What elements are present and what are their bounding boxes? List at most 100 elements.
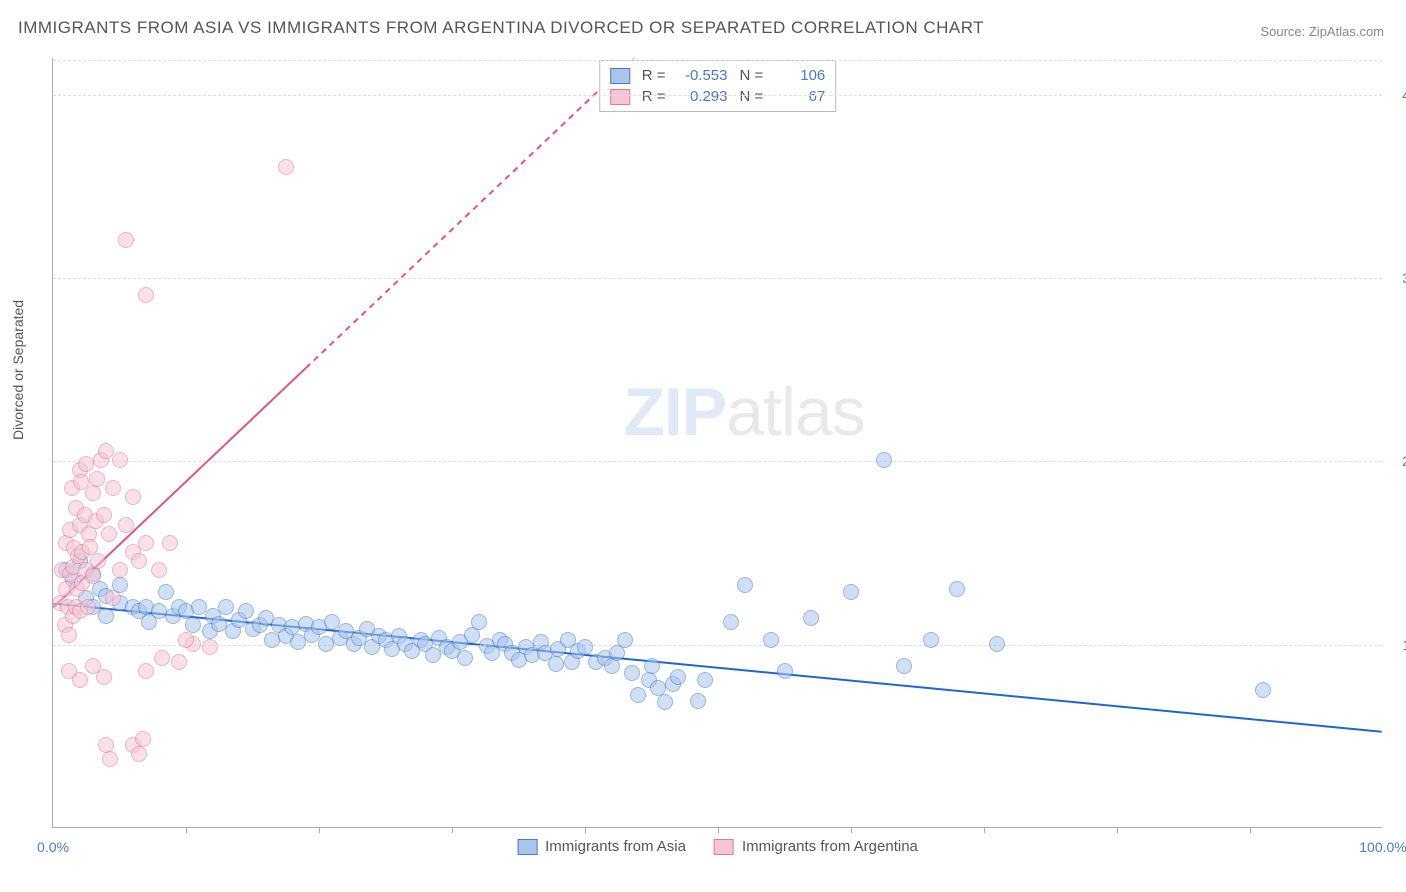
data-point xyxy=(82,539,98,555)
legend-label: Immigrants from Argentina xyxy=(742,838,918,855)
data-point xyxy=(78,456,94,472)
data-point xyxy=(670,669,686,685)
data-point xyxy=(90,553,106,569)
legend-swatch xyxy=(714,839,734,855)
data-point xyxy=(471,614,487,630)
data-point xyxy=(949,581,965,597)
data-point xyxy=(843,584,859,600)
data-point xyxy=(238,603,254,619)
gridline xyxy=(53,95,1382,96)
x-minor-tick xyxy=(1250,827,1251,833)
x-minor-tick xyxy=(452,827,453,833)
chart-container: IMMIGRANTS FROM ASIA VS IMMIGRANTS FROM … xyxy=(0,0,1406,892)
data-point xyxy=(278,159,294,175)
data-point xyxy=(1255,682,1271,698)
x-minor-tick xyxy=(984,827,985,833)
data-point xyxy=(630,687,646,703)
data-point xyxy=(657,694,673,710)
data-point xyxy=(803,610,819,626)
y-axis-label: Divorced or Separated xyxy=(10,300,26,440)
watermark: ZIPatlas xyxy=(623,373,864,451)
legend-n-value: 67 xyxy=(775,88,825,105)
source-label: Source: ZipAtlas.com xyxy=(1260,24,1384,39)
x-minor-tick xyxy=(851,827,852,833)
data-point xyxy=(96,669,112,685)
data-point xyxy=(624,665,640,681)
data-point xyxy=(125,489,141,505)
data-point xyxy=(118,232,134,248)
data-point xyxy=(72,672,88,688)
data-point xyxy=(131,746,147,762)
legend-r-value: -0.553 xyxy=(678,67,728,84)
data-point xyxy=(96,507,112,523)
legend-item: Immigrants from Argentina xyxy=(714,838,918,855)
data-point xyxy=(105,480,121,496)
data-point xyxy=(138,535,154,551)
x-tick-label: 0.0% xyxy=(37,839,69,855)
legend-series: Immigrants from Asia Immigrants from Arge… xyxy=(517,838,918,855)
gridline xyxy=(53,60,1382,61)
data-point xyxy=(89,471,105,487)
data-point xyxy=(896,658,912,674)
data-point xyxy=(151,562,167,578)
legend-row: R =-0.553N =106 xyxy=(610,65,826,86)
x-minor-tick xyxy=(585,827,586,833)
data-point xyxy=(617,632,633,648)
data-point xyxy=(989,636,1005,652)
data-point xyxy=(185,617,201,633)
data-point xyxy=(105,590,121,606)
y-tick-label: 10.0% xyxy=(1387,637,1406,653)
data-point xyxy=(171,654,187,670)
data-point xyxy=(644,658,660,674)
legend-r-label: R = xyxy=(642,67,666,84)
trend-lines xyxy=(53,58,1382,827)
gridline xyxy=(53,461,1382,462)
data-point xyxy=(723,614,739,630)
data-point xyxy=(112,562,128,578)
legend-correlation: R =-0.553N =106R =0.293N =67 xyxy=(599,60,837,112)
data-point xyxy=(135,731,151,747)
legend-r-value: 0.293 xyxy=(678,88,728,105)
watermark-zip: ZIP xyxy=(623,374,726,450)
legend-r-label: R = xyxy=(642,88,666,105)
legend-row: R =0.293N =67 xyxy=(610,86,826,107)
data-point xyxy=(118,517,134,533)
watermark-atlas: atlas xyxy=(726,374,865,450)
legend-swatch xyxy=(610,89,630,105)
legend-swatch xyxy=(610,68,630,84)
data-point xyxy=(162,535,178,551)
legend-swatch xyxy=(517,839,537,855)
data-point xyxy=(98,608,114,624)
x-tick-label: 100.0% xyxy=(1359,839,1406,855)
data-point xyxy=(218,599,234,615)
data-point xyxy=(178,632,194,648)
data-point xyxy=(318,636,334,652)
data-point xyxy=(131,553,147,569)
data-point xyxy=(112,452,128,468)
gridline xyxy=(53,278,1382,279)
data-point xyxy=(737,577,753,593)
chart-title: IMMIGRANTS FROM ASIA VS IMMIGRANTS FROM … xyxy=(18,18,984,38)
data-point xyxy=(138,287,154,303)
y-tick-label: 20.0% xyxy=(1387,453,1406,469)
x-minor-tick xyxy=(718,827,719,833)
data-point xyxy=(61,627,77,643)
data-point xyxy=(98,737,114,753)
x-minor-tick xyxy=(186,827,187,833)
data-point xyxy=(80,599,96,615)
data-point xyxy=(457,650,473,666)
legend-item: Immigrants from Asia xyxy=(517,838,686,855)
x-minor-tick xyxy=(1117,827,1118,833)
gridline xyxy=(53,645,1382,646)
data-point xyxy=(85,568,101,584)
legend-label: Immigrants from Asia xyxy=(545,838,686,855)
data-point xyxy=(101,526,117,542)
data-point xyxy=(158,584,174,600)
data-point xyxy=(923,632,939,648)
data-point xyxy=(763,632,779,648)
y-tick-label: 30.0% xyxy=(1387,270,1406,286)
data-point xyxy=(202,639,218,655)
legend-n-label: N = xyxy=(740,67,764,84)
data-point xyxy=(577,639,593,655)
plot-area: ZIPatlas R =-0.553N =106R =0.293N =67 Im… xyxy=(52,58,1382,828)
